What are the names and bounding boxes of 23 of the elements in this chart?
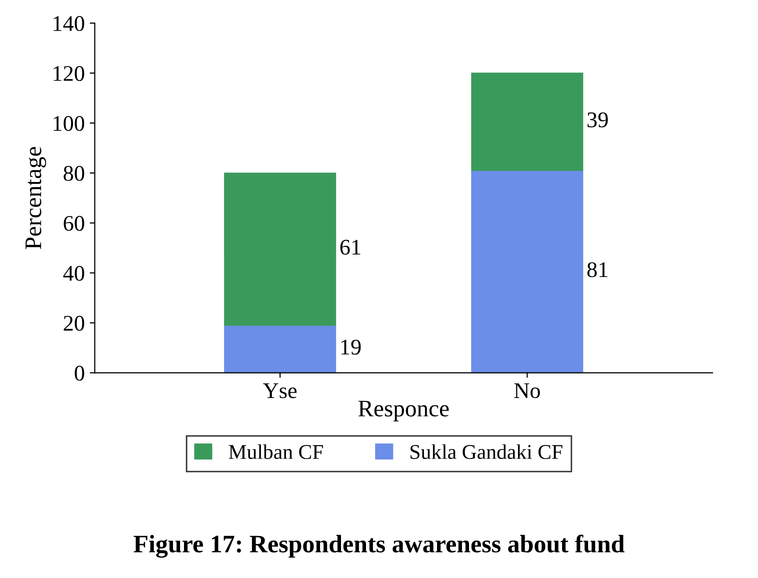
text: Figure 17: Respondents awareness about fund bbox=[134, 534, 624, 558]
data-label: 81 bbox=[587, 262, 608, 278]
y-tick-label: 40 bbox=[63, 266, 84, 281]
y-tick-label: 80 bbox=[64, 166, 84, 181]
y-tick-label: 20 bbox=[64, 316, 84, 331]
y-tick-label: 0 bbox=[74, 366, 84, 381]
y-tick-label: 120 bbox=[54, 66, 84, 82]
x-axis-title: Responce bbox=[358, 400, 449, 422]
y-tick-label: 100 bbox=[54, 116, 84, 131]
bar bbox=[471, 72, 584, 171]
data-label: 39 bbox=[588, 112, 608, 128]
legend-label: Sukla Gandaki CF bbox=[410, 444, 562, 460]
y-tick-label: 60 bbox=[64, 216, 84, 231]
data-label: 61 bbox=[340, 240, 360, 255]
bar bbox=[224, 324, 336, 373]
legend-label: Mulban CF bbox=[228, 444, 323, 460]
bar bbox=[224, 172, 336, 326]
x-tick-label: Yse bbox=[263, 383, 297, 398]
y-tick-label: 140 bbox=[54, 16, 84, 32]
data-label: 19 bbox=[341, 340, 361, 355]
bar bbox=[471, 170, 584, 373]
x-tick-label: No bbox=[514, 383, 540, 398]
y-axis-title: Percentage bbox=[26, 147, 46, 250]
